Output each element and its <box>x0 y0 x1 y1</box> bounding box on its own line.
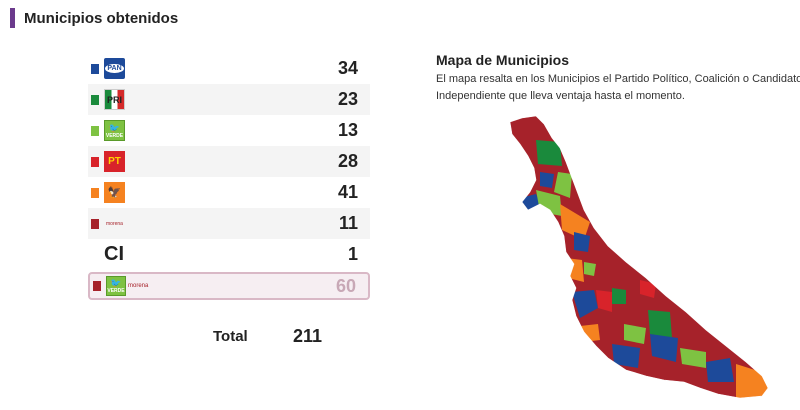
party-row-pvem: 🐦 VERDE 13 <box>88 115 370 146</box>
map-region-pri[interactable] <box>612 288 626 304</box>
map-region-pt[interactable] <box>596 290 612 312</box>
party-value: 11 <box>338 213 358 233</box>
map-description: El mapa resalta en los Municipios el Par… <box>436 73 800 102</box>
results-table: PAN 34 PRI 23 🐦 VERDE 13 PT 28 🦅 41 moren… <box>88 53 370 300</box>
movimiento-ciudadano-logo-icon: 🦅 <box>104 182 125 203</box>
party-value: 34 <box>337 58 358 78</box>
map-region-pan[interactable] <box>574 232 590 252</box>
map-region-mc[interactable] <box>560 204 590 240</box>
map-region-mc[interactable] <box>566 258 584 282</box>
map-region-pan[interactable] <box>706 358 734 382</box>
party-color-square <box>91 125 99 136</box>
party-row-pri: PRI 23 <box>88 84 370 115</box>
map-region-pvem[interactable] <box>584 262 596 276</box>
map-region-pan[interactable] <box>572 290 598 318</box>
party-value: 23 <box>337 89 358 109</box>
party-value: 1 <box>347 244 358 264</box>
party-row-mc: 🦅 41 <box>88 177 370 208</box>
party-row-pt: PT 28 <box>88 146 370 177</box>
party-value: 60 <box>335 276 356 296</box>
pt-logo-icon: PT <box>104 151 125 172</box>
total-label: Total <box>213 328 248 345</box>
pvem-logo-icon: 🐦 VERDE <box>106 276 126 296</box>
party-color-square <box>91 187 99 198</box>
pan-logo-icon: PAN <box>104 58 125 79</box>
map-region-pri[interactable] <box>648 310 672 338</box>
party-value: 28 <box>337 151 358 171</box>
map-region-pvem[interactable] <box>554 172 572 198</box>
map-region-pvem[interactable] <box>624 324 646 344</box>
map-region-pvem[interactable] <box>680 348 706 368</box>
map-region-pri[interactable] <box>600 212 612 228</box>
coalition-row-pvem-morena: 🐦 VERDE morena 60 <box>88 272 370 300</box>
party-color-square <box>91 94 99 105</box>
veracruz-municipalities-map[interactable] <box>500 112 775 402</box>
map-region-pan[interactable] <box>540 172 554 188</box>
map-region-pri[interactable] <box>536 140 562 166</box>
map-title: Mapa de Municipios <box>436 52 570 68</box>
header-accent-bar <box>10 8 15 28</box>
section-title: Municipios obtenidos <box>24 9 179 27</box>
ci-label: CI <box>104 243 124 265</box>
total-value: 211 <box>293 326 323 346</box>
party-value: 13 <box>337 120 358 140</box>
party-row-ci: CI 1 <box>88 239 370 270</box>
party-color-square <box>91 218 99 229</box>
party-row-morena: morena 11 <box>88 208 370 239</box>
morena-logo-icon: morena <box>106 220 123 227</box>
party-row-pan: PAN 34 <box>88 53 370 84</box>
morena-logo-icon: morena <box>128 283 149 289</box>
party-color-square <box>91 63 99 74</box>
party-value: 41 <box>337 182 358 202</box>
map-region-pt[interactable] <box>640 280 656 298</box>
section-header: Municipios obtenidos <box>10 8 178 28</box>
state-outline <box>509 115 769 399</box>
party-color-square <box>93 281 101 291</box>
map-region-pan[interactable] <box>650 334 678 362</box>
party-color-square <box>91 156 99 167</box>
pri-logo-icon: PRI <box>104 89 125 110</box>
map-region-pan[interactable] <box>612 344 640 368</box>
pvem-logo-icon: 🐦 VERDE <box>104 120 125 141</box>
